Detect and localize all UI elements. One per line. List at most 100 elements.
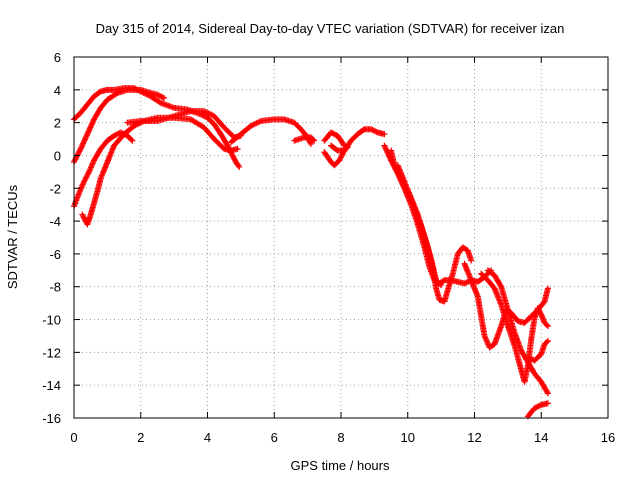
data-point <box>437 281 444 288</box>
data-point <box>89 120 96 127</box>
y-tick-label: -12 <box>42 345 61 360</box>
data-point <box>384 149 391 156</box>
data-point <box>383 146 390 153</box>
data-point <box>385 150 392 157</box>
data-point <box>158 93 165 100</box>
x-tick-label: 16 <box>601 430 615 445</box>
data-point <box>307 140 314 147</box>
data-point <box>75 149 82 156</box>
data-point <box>76 148 83 155</box>
data-point <box>77 147 84 154</box>
data-points <box>71 85 551 420</box>
data-point <box>468 257 475 264</box>
data-point <box>83 133 90 140</box>
data-point <box>343 145 350 152</box>
data-point <box>331 131 338 138</box>
data-point <box>368 126 375 133</box>
data-point <box>544 389 551 396</box>
series-arc-5 <box>124 108 244 141</box>
data-point <box>369 126 376 133</box>
data-point <box>382 145 389 152</box>
data-point <box>236 163 243 170</box>
data-point <box>536 307 543 314</box>
series-arc-7 <box>291 134 318 144</box>
data-point <box>387 156 394 163</box>
x-tick-label: 10 <box>401 430 415 445</box>
data-point <box>234 145 241 152</box>
data-point <box>497 282 504 289</box>
data-point <box>113 131 120 138</box>
data-point <box>544 400 551 407</box>
data-point <box>464 279 471 286</box>
data-point <box>543 338 550 345</box>
data-point <box>383 147 390 154</box>
x-axis-title: GPS time / hours <box>291 458 390 473</box>
x-tick-label: 12 <box>467 430 481 445</box>
axis-ticks: 0 2 4 6 8 10 12 14 16 6 4 2 0 -2 -4 -6 -8 -10 -12 -14 -16 <box>42 50 615 445</box>
y-tick-label: 2 <box>54 116 61 131</box>
data-point <box>129 137 136 144</box>
y-tick-label: -8 <box>49 280 61 295</box>
y-tick-label: -2 <box>49 181 61 196</box>
data-point <box>86 125 93 132</box>
data-point <box>461 280 468 287</box>
data-point <box>83 132 90 139</box>
y-tick-label: -6 <box>49 247 61 262</box>
data-point <box>540 299 547 306</box>
data-point <box>156 99 163 106</box>
series-arc-13 <box>394 162 445 289</box>
data-point <box>77 145 84 152</box>
series-arc-16 <box>484 267 551 397</box>
data-point <box>159 94 166 101</box>
data-point <box>82 135 89 142</box>
data-point <box>534 305 541 312</box>
data-point <box>88 121 95 128</box>
x-tick-label: 6 <box>271 430 278 445</box>
data-point <box>89 119 96 126</box>
data-point <box>113 90 120 97</box>
series-arc-17 <box>524 337 551 364</box>
data-point <box>310 136 317 143</box>
data-point <box>128 136 135 143</box>
y-tick-label: 6 <box>54 50 61 65</box>
data-point <box>329 130 336 137</box>
data-point <box>372 128 379 135</box>
data-point <box>381 131 388 138</box>
data-point <box>230 153 237 160</box>
data-point <box>71 157 78 164</box>
data-point <box>86 127 93 134</box>
data-point <box>327 129 334 136</box>
series-arc-9 <box>321 129 348 149</box>
data-point <box>531 405 538 412</box>
data-point <box>84 129 91 136</box>
data-point <box>230 155 237 162</box>
x-tick-label: 2 <box>137 430 144 445</box>
data-point <box>87 123 94 130</box>
data-point <box>536 402 543 409</box>
data-point <box>80 140 87 147</box>
y-tick-label: -14 <box>42 378 61 393</box>
data-point <box>79 141 86 148</box>
series-arc-18 <box>524 400 551 420</box>
data-point <box>527 355 534 362</box>
data-point <box>111 132 118 139</box>
data-point <box>235 162 242 169</box>
data-point <box>388 158 395 165</box>
data-point <box>544 323 551 330</box>
x-tick-label: 14 <box>534 430 548 445</box>
data-point <box>330 130 337 137</box>
y-tick-label: -10 <box>42 313 61 328</box>
data-point <box>311 137 318 144</box>
series-arc-10 <box>327 142 351 154</box>
data-point <box>78 143 85 150</box>
data-point <box>532 404 539 411</box>
data-point <box>81 136 88 143</box>
chart-title: Day 315 of 2014, Sidereal Day-to-day VTE… <box>96 21 565 36</box>
data-point <box>231 156 238 163</box>
data-point <box>229 152 236 159</box>
data-point <box>535 403 542 410</box>
data-point <box>381 143 388 150</box>
y-tick-label: -4 <box>49 214 61 229</box>
data-point <box>80 139 87 146</box>
data-point <box>389 160 396 167</box>
